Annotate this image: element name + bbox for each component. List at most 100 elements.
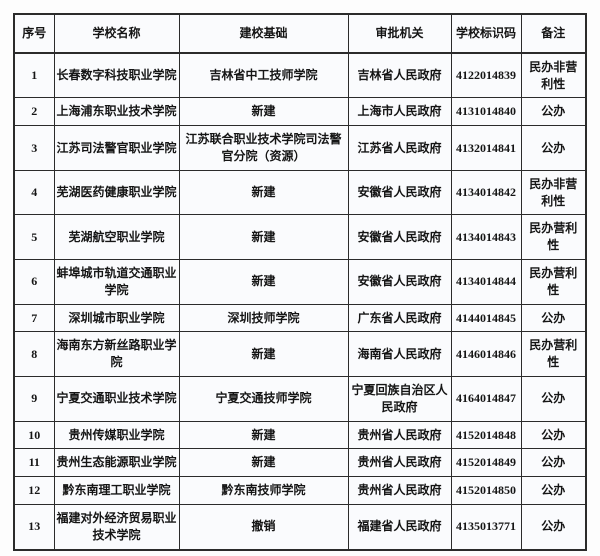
cell-authority: 福建省人民政府 [347,503,452,551]
cell-name: 贵州传媒职业学院 [53,420,180,450]
cell-authority: 安徽省人民政府 [347,258,452,305]
cell-code: 4131014840 [450,97,522,127]
cell-code: 4134014843 [450,214,522,260]
cell-name: 江苏司法警官职业学院 [53,125,180,171]
cell-authority: 贵州省人民政府 [347,420,452,450]
cell-seq: 12 [13,476,55,505]
cell-remark: 民办营利性 [520,214,587,260]
cell-basis: 深圳技师学院 [178,303,349,333]
cell-code: 4144014845 [450,303,522,333]
header-name: 学校名称 [53,13,180,54]
cell-seq: 7 [13,303,55,333]
cell-remark: 公办 [520,375,587,422]
table-header: 序号 学校名称 建校基础 审批机关 学校标识码 备注 [13,13,587,54]
cell-code: 4135013771 [450,503,522,551]
cell-name: 芜湖医药健康职业学院 [53,169,180,216]
table-row: 5 芜湖航空职业学院 新建 安徽省人民政府 4134014843 民办营利性 [13,214,587,260]
cell-basis: 撤销 [178,503,349,551]
cell-basis: 新建 [178,97,349,127]
cell-basis: 新建 [178,258,349,305]
cell-basis: 新建 [178,448,349,478]
cell-remark: 民办非营利性 [520,52,587,99]
cell-code: 4122014839 [450,52,522,99]
header-authority: 审批机关 [347,13,452,54]
table-row: 11 贵州生态能源职业学院 新建 贵州省人民政府 4152014849 公办 [13,448,587,478]
cell-remark: 公办 [520,420,587,450]
cell-authority: 安徽省人民政府 [347,214,452,260]
cell-code: 4146014846 [450,331,522,377]
cell-remark: 民办营利性 [520,258,587,305]
cell-seq: 5 [13,214,55,260]
table-row: 2 上海浦东职业技术学院 新建 上海市人民政府 4131014840 公办 [13,97,587,127]
cell-name: 贵州生态能源职业学院 [53,448,180,478]
cell-basis: 新建 [178,420,349,450]
cell-authority: 上海市人民政府 [347,97,452,127]
cell-name: 海南东方新丝路职业学院 [53,331,180,377]
cell-basis: 新建 [178,331,349,377]
table-row: 4 芜湖医药健康职业学院 新建 安徽省人民政府 4134014842 民办非营利… [13,169,587,216]
cell-name: 蚌埠城市轨道交通职业学院 [53,258,180,305]
table-body: 1 长春数字科技职业学院 吉林省中工技师学院 吉林省人民政府 412201483… [13,52,587,551]
header-basis: 建校基础 [178,13,349,54]
table-row: 9 宁夏交通职业技术学院 宁夏交通技师学院 宁夏回族自治区人民政府 416401… [13,375,587,422]
table-row: 12 黔东南理工职业学院 黔东南技师学院 贵州省人民政府 4152014850 … [13,476,587,505]
cell-authority: 海南省人民政府 [347,331,452,377]
table-row: 3 江苏司法警官职业学院 江苏联合职业技术学院司法警官分院（资源） 江苏省人民政… [13,125,587,171]
cell-code: 4152014848 [450,420,522,450]
schools-table: 序号 学校名称 建校基础 审批机关 学校标识码 备注 1 长春数字科技职业学院 … [13,13,587,551]
cell-seq: 1 [13,52,55,99]
cell-code: 4152014850 [450,476,522,505]
cell-seq: 3 [13,125,55,171]
cell-remark: 公办 [520,503,587,551]
cell-code: 4152014849 [450,448,522,478]
cell-remark: 公办 [520,476,587,505]
cell-name: 长春数字科技职业学院 [53,52,180,99]
cell-seq: 8 [13,331,55,377]
cell-basis: 吉林省中工技师学院 [178,52,349,99]
cell-basis: 江苏联合职业技术学院司法警官分院（资源） [178,125,349,171]
cell-authority: 吉林省人民政府 [347,52,452,99]
header-seq: 序号 [13,13,55,54]
cell-seq: 4 [13,169,55,216]
cell-seq: 11 [13,448,55,478]
cell-remark: 公办 [520,125,587,171]
cell-basis: 新建 [178,169,349,216]
cell-name: 福建对外经济贸易职业技术学院 [53,503,180,551]
cell-code: 4132014841 [450,125,522,171]
cell-seq: 9 [13,375,55,422]
cell-seq: 10 [13,420,55,450]
header-code: 学校标识码 [450,13,522,54]
table-row: 1 长春数字科技职业学院 吉林省中工技师学院 吉林省人民政府 412201483… [13,52,587,99]
cell-remark: 民办非营利性 [520,169,587,216]
cell-authority: 贵州省人民政府 [347,448,452,478]
cell-seq: 6 [13,258,55,305]
cell-authority: 贵州省人民政府 [347,476,452,505]
table-row: 10 贵州传媒职业学院 新建 贵州省人民政府 4152014848 公办 [13,420,587,450]
cell-seq: 2 [13,97,55,127]
cell-code: 4164014847 [450,375,522,422]
cell-code: 4134014842 [450,169,522,216]
header-row: 序号 学校名称 建校基础 审批机关 学校标识码 备注 [13,13,587,54]
table-row: 7 深圳城市职业学院 深圳技师学院 广东省人民政府 4144014845 公办 [13,303,587,333]
cell-authority: 宁夏回族自治区人民政府 [347,375,452,422]
cell-remark: 公办 [520,448,587,478]
cell-authority: 广东省人民政府 [347,303,452,333]
cell-seq: 13 [13,503,55,551]
cell-name: 芜湖航空职业学院 [53,214,180,260]
cell-remark: 公办 [520,97,587,127]
cell-remark: 公办 [520,303,587,333]
cell-authority: 安徽省人民政府 [347,169,452,216]
cell-code: 4134014844 [450,258,522,305]
table-row: 13 福建对外经济贸易职业技术学院 撤销 福建省人民政府 4135013771 … [13,503,587,551]
cell-basis: 黔东南技师学院 [178,476,349,505]
table-row: 8 海南东方新丝路职业学院 新建 海南省人民政府 4146014846 民办营利… [13,331,587,377]
cell-authority: 江苏省人民政府 [347,125,452,171]
cell-basis: 新建 [178,214,349,260]
cell-name: 深圳城市职业学院 [53,303,180,333]
cell-remark: 民办营利性 [520,331,587,377]
cell-name: 宁夏交通职业技术学院 [53,375,180,422]
table-row: 6 蚌埠城市轨道交通职业学院 新建 安徽省人民政府 4134014844 民办营… [13,258,587,305]
cell-name: 黔东南理工职业学院 [53,476,180,505]
cell-basis: 宁夏交通技师学院 [178,375,349,422]
